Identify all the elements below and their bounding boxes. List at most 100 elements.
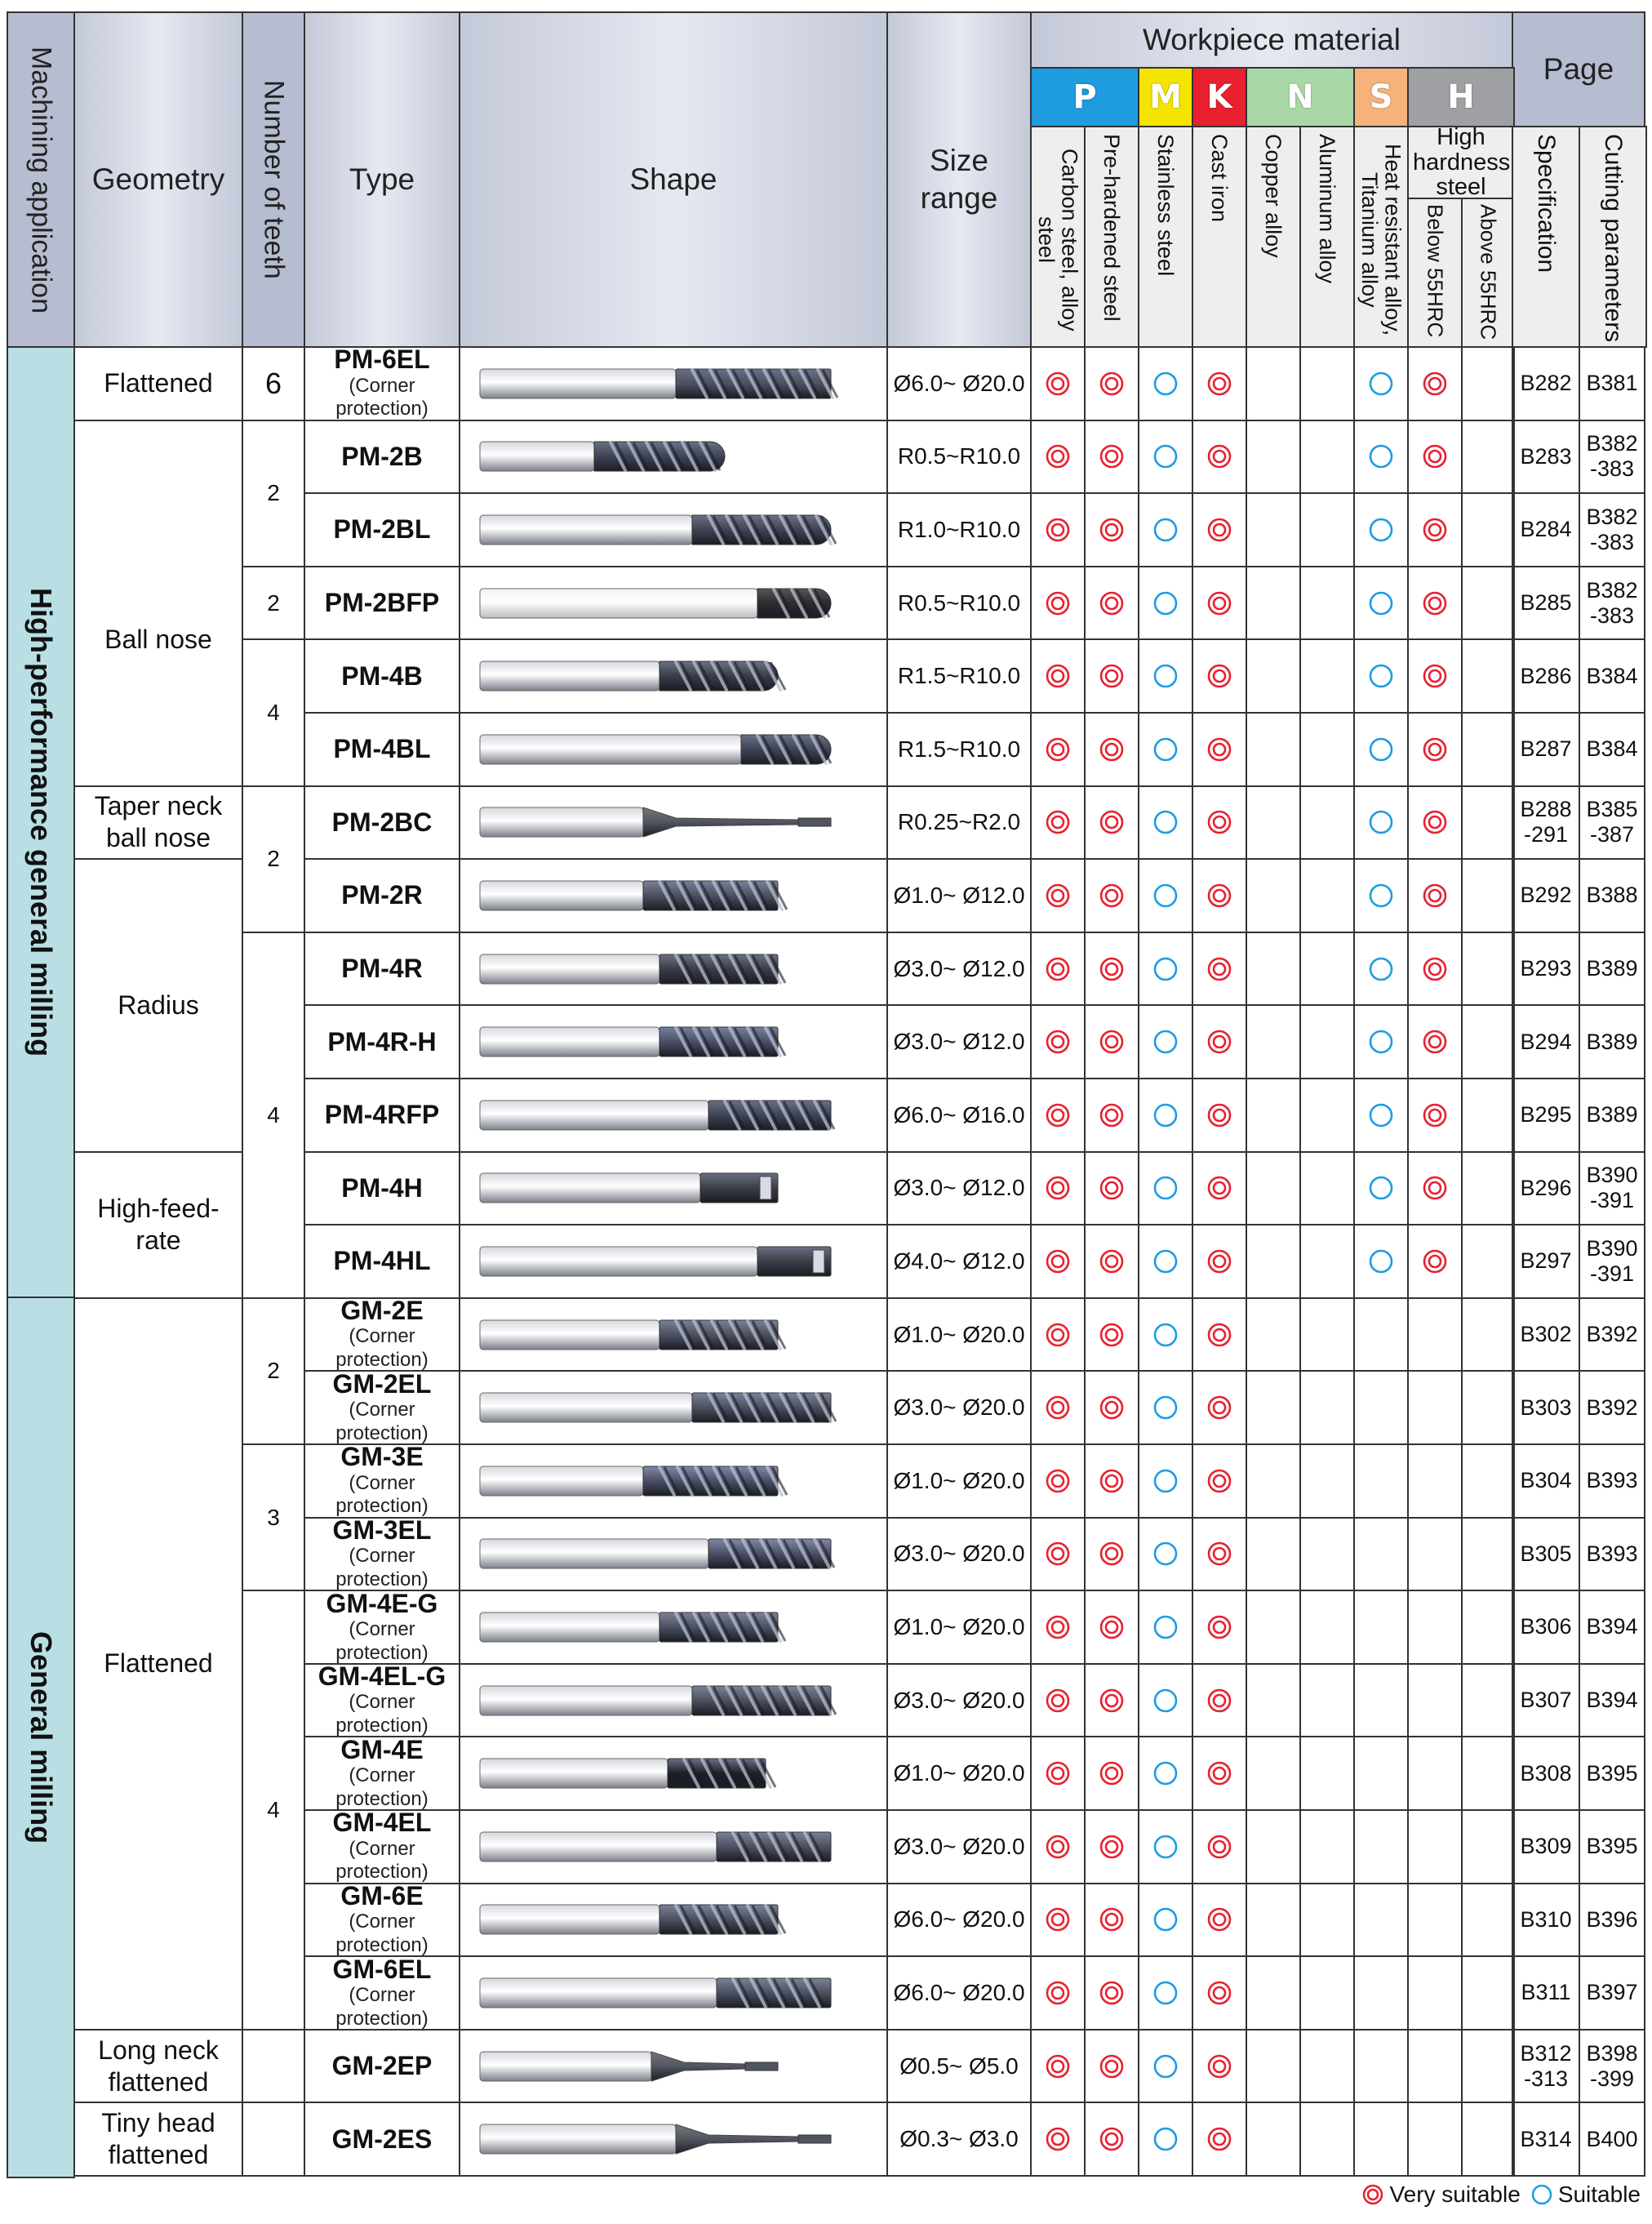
cutting-page[interactable]: B384: [1586, 663, 1638, 688]
cutting-page[interactable]: B398 -399: [1586, 2040, 1638, 2091]
suitability-cell: [1461, 1955, 1515, 2031]
cutting-page[interactable]: B393: [1586, 1541, 1638, 1566]
cutting-page[interactable]: B392: [1586, 1394, 1638, 1420]
spec-page[interactable]: B297: [1520, 1248, 1572, 1274]
spec-page[interactable]: B309: [1520, 1834, 1572, 1859]
spec-page[interactable]: B307: [1520, 1688, 1572, 1713]
size-range: Ø6.0~ Ø20.0: [893, 1979, 1025, 2005]
type-note: (Corner protection): [335, 1764, 429, 1810]
suitability-cell: [1353, 1297, 1409, 1372]
spec-page[interactable]: B306: [1520, 1614, 1572, 1639]
spec-page[interactable]: B302: [1520, 1322, 1572, 1347]
cutting-page[interactable]: B392: [1586, 1322, 1638, 1347]
cutting-page[interactable]: B400: [1586, 2126, 1638, 2151]
spec-page[interactable]: B284: [1520, 517, 1572, 542]
cutting-page[interactable]: B381: [1586, 371, 1638, 396]
suitability-cell: [1461, 419, 1515, 495]
suitability-cell: [1407, 1297, 1463, 1372]
spec-page[interactable]: B311: [1521, 1980, 1571, 2005]
teeth-count: 2: [267, 1358, 280, 1384]
suitability-cell: [1407, 1736, 1463, 1811]
suitability-cell: [1138, 1882, 1193, 1958]
spec-page[interactable]: B286: [1520, 663, 1572, 688]
shape-cell: [459, 1297, 888, 1372]
end-mill-image: [479, 1830, 832, 1862]
cutting-page[interactable]: B395: [1586, 1760, 1638, 1786]
very-suitable-icon: [1046, 811, 1070, 834]
spec-page[interactable]: B285: [1520, 590, 1572, 616]
cutting-page-cell: B382 -383: [1579, 492, 1645, 567]
spec-page-cell: B310: [1512, 1882, 1580, 1958]
type-cell: GM-2EP: [304, 2028, 460, 2104]
suitability-cell: [1192, 1150, 1247, 1226]
cutting-page[interactable]: B397: [1586, 1980, 1638, 2005]
suitability-cell: [1246, 1955, 1301, 2031]
very-suitable-icon: [1046, 664, 1070, 688]
size-cell: Ø3.0~ Ø20.0: [886, 1370, 1032, 1445]
suitability-cell: [1192, 638, 1247, 714]
spec-page[interactable]: B283: [1520, 443, 1572, 469]
cutting-page[interactable]: B384: [1586, 736, 1638, 762]
suitable-icon: [1369, 445, 1393, 469]
cutting-page[interactable]: B382 -383: [1586, 504, 1638, 554]
spec-page[interactable]: B288 -291: [1520, 797, 1572, 847]
spec-page[interactable]: B304: [1520, 1468, 1572, 1493]
suitability-cell: [1084, 1516, 1139, 1592]
cutting-page[interactable]: B394: [1586, 1614, 1638, 1639]
material-group-s: S: [1353, 67, 1409, 127]
very-suitable-icon: [1423, 811, 1447, 834]
spec-page[interactable]: B305: [1520, 1541, 1572, 1566]
cutting-page[interactable]: B382 -383: [1586, 431, 1638, 482]
spec-page-cell: B308: [1512, 1736, 1580, 1811]
suitability-cell: [1299, 1297, 1355, 1372]
suitability-cell: [1138, 1516, 1193, 1592]
very-suitable-icon: [1099, 1103, 1124, 1128]
cutting-page[interactable]: B393: [1586, 1468, 1638, 1493]
spec-page[interactable]: B314: [1520, 2126, 1572, 2151]
header-application-label: Machining application: [25, 46, 57, 314]
suitability-cell: [1246, 1004, 1301, 1079]
spec-page[interactable]: B303: [1520, 1394, 1572, 1420]
cutting-page[interactable]: B390 -391: [1586, 1163, 1638, 1213]
end-mill-image: [479, 1099, 836, 1131]
cutting-page[interactable]: B385 -387: [1586, 797, 1638, 847]
suitability-cell: [1299, 785, 1355, 861]
material-letter: H: [1447, 78, 1475, 116]
cutting-page[interactable]: B389: [1586, 1029, 1638, 1054]
suitability-cell: [1138, 2028, 1193, 2104]
spec-page[interactable]: B310: [1520, 1906, 1572, 1932]
spec-page[interactable]: B308: [1520, 1760, 1572, 1786]
spec-page[interactable]: B292: [1520, 883, 1572, 908]
suitability-cell: [1246, 858, 1301, 933]
spec-page[interactable]: B293: [1520, 956, 1572, 981]
spec-column-header: Specification: [1512, 126, 1580, 348]
application-high-performance: High-performance general milling: [7, 346, 75, 1298]
cutting-page[interactable]: B388: [1586, 883, 1638, 908]
cutting-page[interactable]: B389: [1586, 1102, 1638, 1128]
cutting-page[interactable]: B395: [1586, 1834, 1638, 1859]
cutting-page[interactable]: B394: [1586, 1688, 1638, 1713]
suitability-cell: [1192, 1004, 1247, 1079]
size-cell: Ø3.0~ Ø12.0: [886, 1004, 1032, 1079]
spec-page[interactable]: B294: [1520, 1029, 1572, 1054]
very-suitable-icon: [1099, 1542, 1124, 1566]
spec-page[interactable]: B296: [1520, 1175, 1572, 1200]
suitability-cell: [1246, 346, 1301, 421]
cutting-page[interactable]: B382 -383: [1586, 577, 1638, 628]
cutting-page[interactable]: B389: [1586, 956, 1638, 981]
type-cell: PM-4B: [304, 638, 460, 714]
spec-page[interactable]: B312 -313: [1520, 2040, 1572, 2091]
cutting-page[interactable]: B396: [1586, 1906, 1638, 1932]
suitability-cell: [1138, 1004, 1193, 1079]
cutting-page[interactable]: B390 -391: [1586, 1235, 1638, 1286]
spec-page[interactable]: B282: [1520, 371, 1572, 396]
suitability-cell: [1192, 1516, 1247, 1592]
spec-page[interactable]: B287: [1520, 736, 1572, 762]
teeth-cell: 3: [242, 1443, 305, 1592]
suitability-cell: [1030, 1297, 1086, 1372]
suitability-cell: [1030, 1443, 1086, 1519]
suitability-cell: [1299, 346, 1355, 421]
suitability-cell: [1299, 1590, 1355, 1665]
spec-page[interactable]: B295: [1520, 1102, 1572, 1128]
